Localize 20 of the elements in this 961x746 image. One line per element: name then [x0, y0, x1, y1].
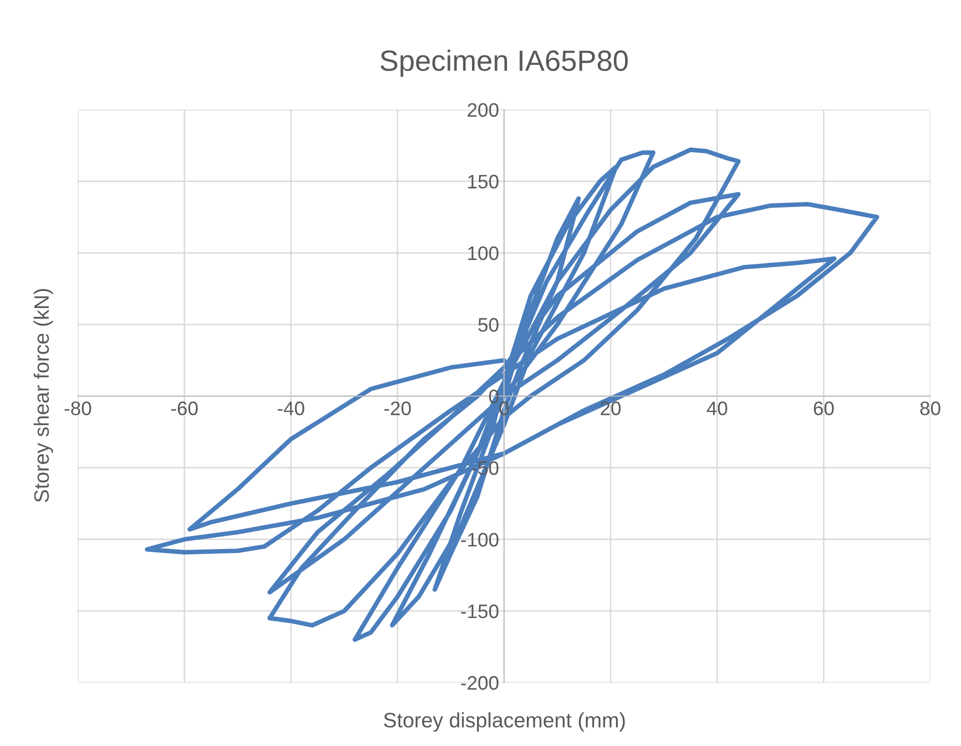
y-tick-label: 50	[478, 318, 498, 332]
x-tick-label: 40	[706, 402, 728, 416]
line-series	[144, 148, 880, 642]
y-axis-title: Storey shear force (kN)	[34, 288, 54, 502]
x-tick-label: -20	[384, 402, 411, 416]
x-tick-label: -60	[171, 402, 198, 416]
y-tick-label: -150	[461, 604, 498, 618]
x-tick-label: -80	[64, 402, 92, 416]
y-tick-label: -200	[461, 676, 498, 690]
y-tick-label: -100	[461, 532, 498, 547]
y-tick-label: 0	[489, 390, 498, 404]
chart-title: Specimen IA65P80	[380, 50, 628, 77]
y-tick-label: 200	[468, 103, 498, 117]
x-tick-label: 80	[920, 402, 940, 416]
x-tick-label: -40	[278, 402, 304, 416]
x-tick-label: 60	[814, 402, 834, 416]
y-tick-label: 150	[468, 174, 498, 189]
x-tick-label: 20	[600, 402, 621, 416]
x-axis-title: Storey displacement (mm)	[384, 712, 625, 732]
y-tick-label: 100	[468, 246, 498, 260]
